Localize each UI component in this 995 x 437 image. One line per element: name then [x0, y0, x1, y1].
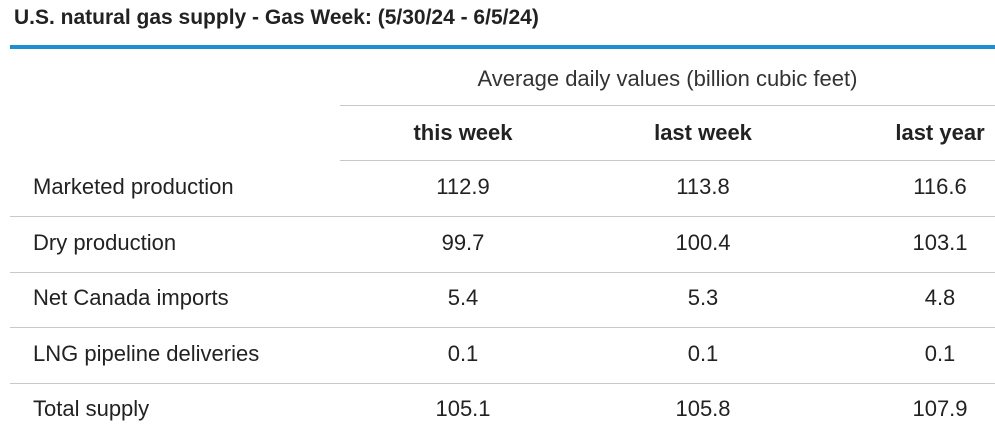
column-header: last year: [895, 120, 985, 145]
cell: 5.3: [687, 285, 719, 310]
group-header: Average daily values (billion cubic feet…: [477, 66, 858, 91]
divider: [340, 105, 995, 106]
row-divider: [10, 382, 995, 384]
cell: 4.8: [924, 285, 956, 310]
row-divider: [10, 271, 995, 273]
cell: 5.4: [447, 285, 479, 310]
row-divider: [10, 216, 995, 217]
column-header: last week: [654, 120, 752, 145]
row-label: LNG pipeline deliveries: [33, 340, 260, 366]
cell: 105.1: [435, 396, 491, 421]
title-rule: [10, 45, 995, 49]
cell: 113.8: [676, 174, 730, 199]
column-header: this week: [413, 120, 513, 145]
cell: 103.1: [912, 229, 968, 255]
cell: 107.9: [912, 396, 968, 421]
row-label: Dry production: [33, 229, 177, 255]
divider: [340, 160, 995, 161]
cell: 0.1: [447, 340, 479, 366]
row-divider: [10, 327, 995, 328]
cell: 0.1: [687, 340, 719, 366]
cell: 112.9: [436, 174, 490, 199]
row-label: Net Canada imports: [33, 285, 229, 310]
cell: 105.8: [675, 396, 731, 421]
cell: 100.4: [675, 229, 731, 255]
title: U.S. natural gas supply - Gas Week: (5/3…: [14, 6, 539, 29]
cell: 99.7: [441, 229, 485, 255]
cell: 116.6: [913, 174, 967, 199]
cell: 0.1: [924, 340, 956, 366]
row-label: Total supply: [33, 396, 150, 421]
row-label: Marketed production: [33, 174, 234, 199]
